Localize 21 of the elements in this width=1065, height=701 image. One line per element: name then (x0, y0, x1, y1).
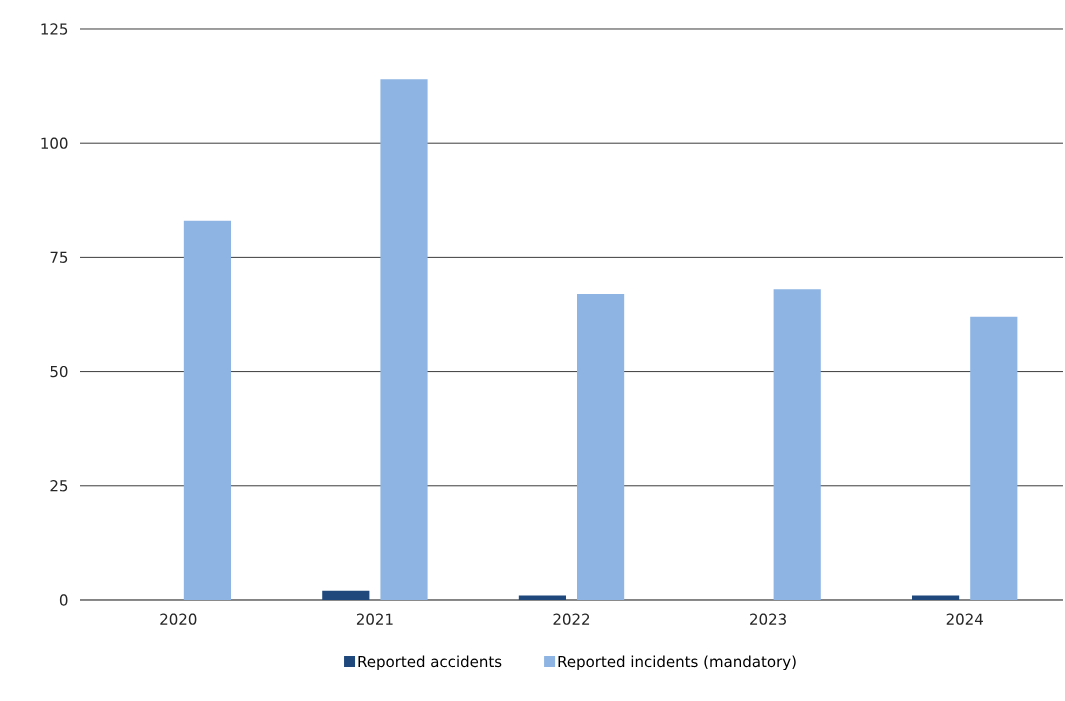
y-tick-label: 50 (50, 365, 68, 378)
bar (518, 595, 566, 600)
x-tick-label: 2023 (750, 613, 786, 625)
x-tick-label: 2020 (160, 613, 197, 625)
y-tick-label: 75 (50, 251, 68, 263)
legend-label: Reported accidents (358, 655, 502, 671)
y-tick-label: 125 (41, 23, 68, 35)
bar (912, 595, 960, 600)
legend-label: Reported incidents (mandatory) (558, 655, 796, 671)
y-tick-label: 0 (59, 594, 68, 606)
x-tick-label: 2024 (946, 613, 983, 625)
x-tick-label: 2022 (553, 613, 590, 625)
bar (183, 220, 231, 600)
bar (773, 289, 821, 600)
x-tick-label: 2021 (356, 613, 393, 625)
bar (970, 316, 1018, 600)
y-tick-label: 100 (41, 137, 68, 149)
bar (322, 590, 370, 600)
y-tick-label: 25 (50, 480, 68, 492)
bar (577, 293, 625, 600)
bar (380, 79, 428, 600)
